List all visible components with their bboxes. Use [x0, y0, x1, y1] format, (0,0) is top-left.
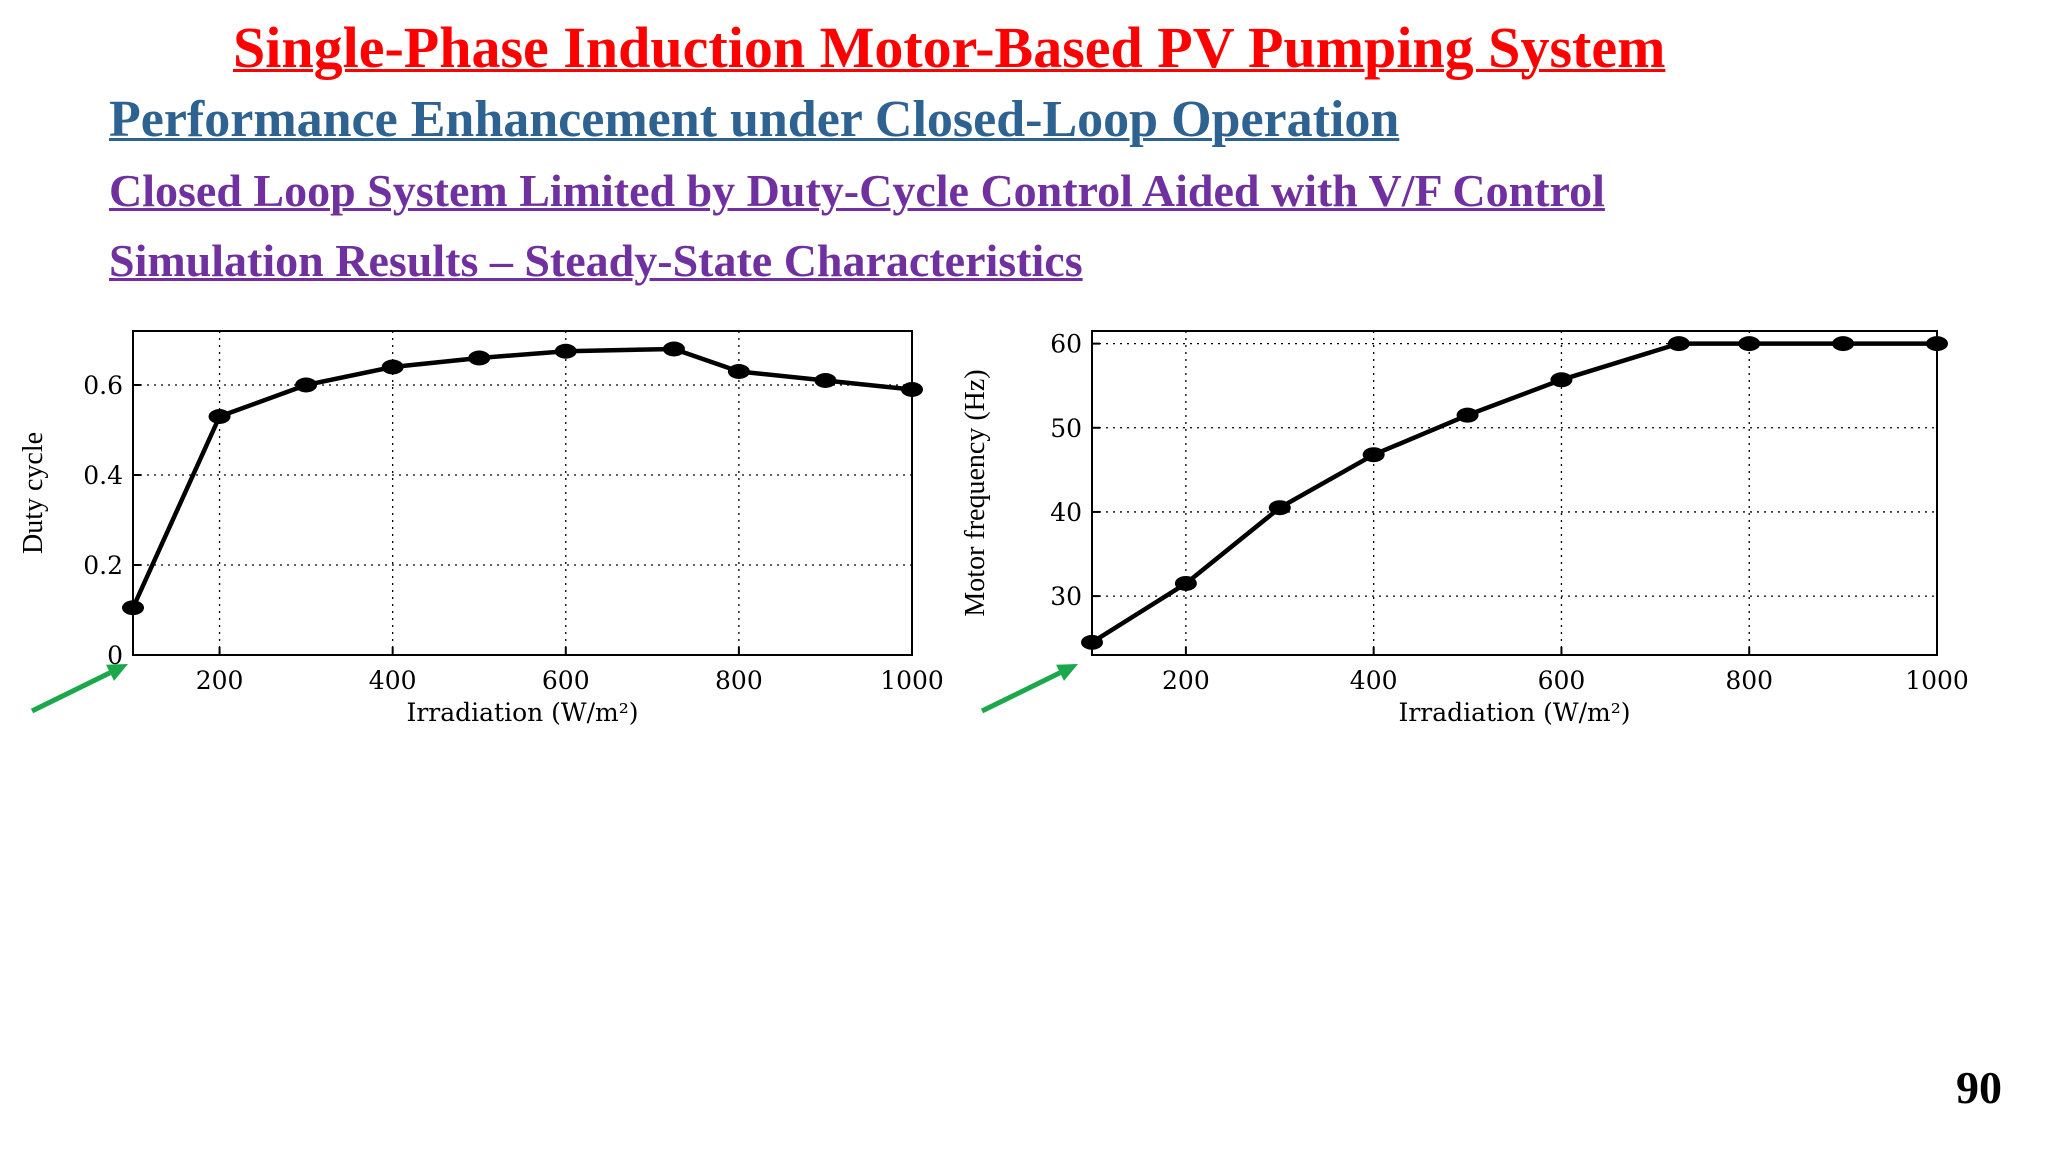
- data-point: [468, 350, 491, 366]
- data-point: [1738, 336, 1761, 352]
- x-tick-label: 1000: [880, 666, 944, 695]
- x-tick-label: 1000: [1905, 666, 1969, 695]
- plot-frame: [132, 330, 913, 656]
- data-point: [381, 359, 404, 375]
- section-heading: Closed Loop System Limited by Duty-Cycle…: [109, 165, 1605, 216]
- y-tick-label: 30: [1050, 582, 1082, 611]
- data-point: [1268, 500, 1291, 516]
- data-point: [1832, 336, 1855, 352]
- y-tick-label: 0: [107, 641, 123, 670]
- y-axis-label: Motor frequency (Hz): [960, 369, 991, 616]
- data-point: [727, 364, 750, 379]
- data-point: [662, 341, 685, 357]
- data-point: [295, 377, 318, 393]
- motor-frequency-chart: 200 400 600 800 1000 30 40 50 60 Irradiation (W/m…: [960, 330, 1969, 727]
- arrow-shaft: [980, 670, 1062, 714]
- data-point: [1174, 575, 1197, 591]
- series-line: [130, 346, 913, 609]
- x-tick-label: 200: [196, 666, 244, 695]
- data-point: [554, 343, 577, 359]
- y-tick-label: 60: [1050, 330, 1082, 359]
- y-tick-label: 0.4: [83, 461, 123, 490]
- x-tick-label: 600: [1538, 666, 1586, 695]
- plot-frame: [1091, 330, 1938, 656]
- x-axis-label: Irradiation (W/m²): [406, 698, 638, 727]
- arrow-head-icon: [106, 664, 128, 681]
- y-tick-label: 40: [1050, 498, 1082, 527]
- slide-title: Single-Phase Induction Motor-Based PV Pu…: [233, 15, 1666, 80]
- series-line: [1090, 341, 1937, 645]
- data-point: [1456, 407, 1479, 423]
- arrow-shaft: [30, 670, 112, 714]
- data-point: [1081, 634, 1103, 650]
- data-point: [122, 600, 144, 616]
- page-number: 90: [1956, 1062, 2002, 1113]
- data-point: [1667, 336, 1690, 352]
- x-tick-label: 600: [542, 666, 590, 695]
- x-tick-label: 200: [1162, 666, 1210, 695]
- data-point: [901, 382, 923, 397]
- y-tick-label: 50: [1050, 414, 1082, 443]
- x-tick-label: 800: [1725, 666, 1773, 695]
- data-point: [1550, 372, 1573, 388]
- data-point: [814, 373, 837, 388]
- x-tick-label: 400: [369, 666, 417, 695]
- results-heading: Simulation Results – Steady-State Charac…: [109, 235, 1083, 286]
- y-axis-label: Duty cycle: [18, 432, 49, 554]
- x-tick-label: 800: [715, 666, 763, 695]
- x-axis-label: Irradiation (W/m²): [1398, 698, 1630, 727]
- y-tick-label: 0.6: [83, 371, 123, 400]
- slide-subtitle: Performance Enhancement under Closed-Loo…: [109, 91, 1400, 148]
- x-tick-label: 400: [1350, 666, 1398, 695]
- data-point: [1926, 336, 1948, 352]
- data-point: [1362, 447, 1385, 463]
- data-point: [208, 409, 231, 424]
- y-tick-label: 0.2: [83, 551, 123, 580]
- arrow-head-icon: [1056, 664, 1078, 681]
- duty-cycle-chart: 200 400 600 800 1000 0 0.2 0.4 0.6 Irradiation (W…: [18, 330, 944, 727]
